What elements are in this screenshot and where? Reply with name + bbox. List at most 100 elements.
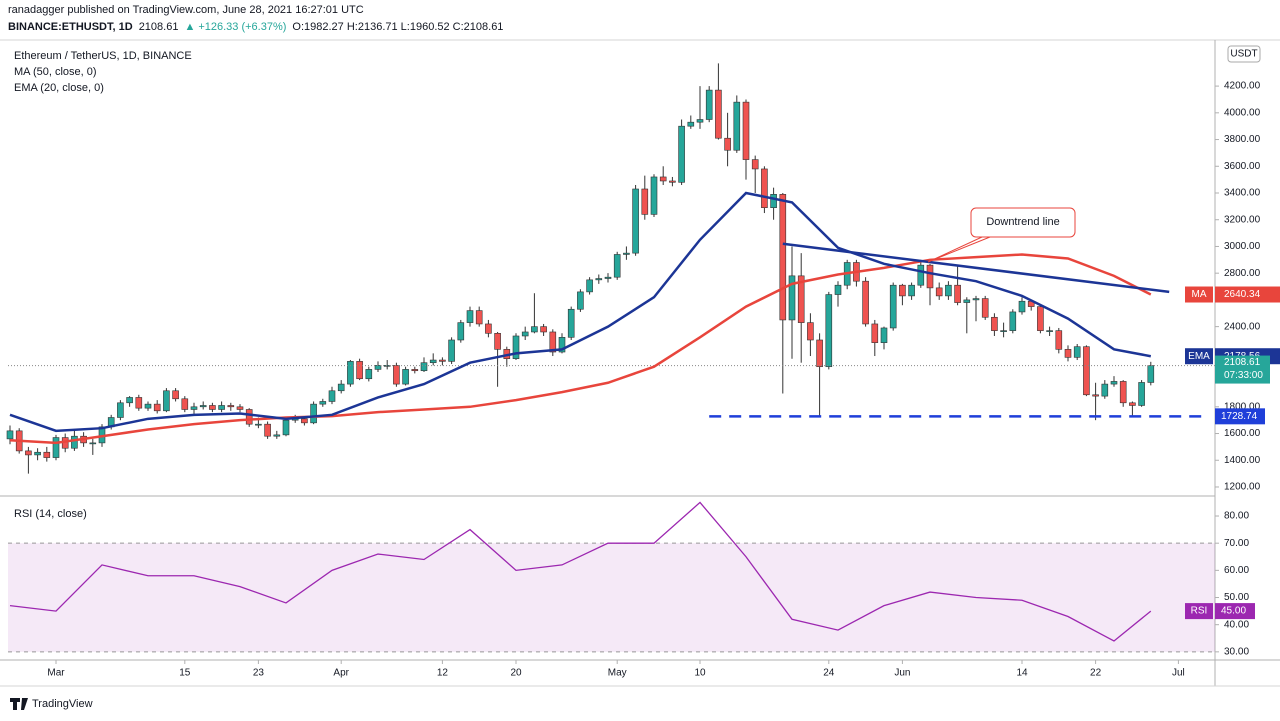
support-label: 1728.74 [1221,411,1258,422]
price-tick-label: 1400.00 [1224,455,1261,466]
candle-body [466,310,474,323]
indicator-line [9,191,1152,433]
candle-body [650,176,658,215]
value-box [1215,286,1280,303]
rsi-band [8,543,1215,652]
trendline [782,242,1170,294]
candle-body [705,89,713,120]
candle-body [383,365,391,367]
candle-body [135,397,143,409]
candle-body [1110,381,1118,385]
rsi-tick-label: 50.00 [1224,592,1249,603]
candle-body [1073,346,1081,358]
price-tick-label: 3400.00 [1224,188,1261,199]
candle-body [613,254,621,278]
price-tick-label: 1600.00 [1224,428,1261,439]
arrow: ▲ [184,21,195,33]
candle-body [871,323,879,343]
candle-body [255,423,262,426]
candle-body [153,403,161,412]
candle-body [1101,383,1109,397]
candle-body [301,418,308,424]
candle-body [1018,300,1026,313]
price-tick-label: 3600.00 [1224,161,1261,172]
candle-body [1064,349,1072,358]
time-tick-label: 20 [510,668,522,679]
tag: EMA [1188,351,1210,362]
candle-body [181,398,189,410]
time-tick-label: May [608,668,627,679]
candle-body [25,450,32,456]
candle-body [641,188,649,215]
candle-body [264,423,271,437]
indicator-line [9,253,1152,445]
rsi-tick-label: 40.00 [1224,619,1249,630]
candle-body [917,264,925,286]
legend-ema: EMA (20, close, 0) [14,82,104,94]
candle-body [310,403,317,424]
change: +126.33 (+6.37%) [198,21,286,33]
candle-body [981,298,989,318]
candle-body [678,125,685,183]
candle-body [825,294,833,368]
candle-body [1009,311,1017,331]
candle-body [531,326,538,333]
candle-body [1000,330,1007,332]
price-tick-label: 1200.00 [1224,482,1261,493]
candle-body [6,430,14,440]
candle-body [89,442,97,445]
candle-body [908,284,915,297]
price-tick-label: 2800.00 [1224,268,1261,279]
time-tick-label: Jun [894,668,910,679]
countdown: 07:33:00 [1224,370,1263,381]
candle-body [163,390,170,412]
candle-body [567,308,575,338]
candle-body [457,322,465,341]
candle-body [319,401,327,405]
rsi-tick-label: 30.00 [1224,646,1249,657]
candle-body [659,176,667,182]
time-tick-label: 22 [1090,668,1102,679]
tag-box [1185,286,1213,303]
candle-body [807,322,814,341]
time-tick-label: 24 [823,668,835,679]
candle-body [540,326,547,333]
candle-body [595,278,603,281]
last: 2108.61 [139,21,179,33]
candle-body [623,252,630,255]
tag: RSI [1191,606,1208,617]
candle-body [1119,381,1127,404]
candle-body [797,275,805,323]
value-box [1215,408,1265,425]
price-label: 2108.61 [1224,357,1261,368]
candle-body [448,339,455,362]
time-tick-label: 23 [253,668,265,679]
candle-body [337,383,345,392]
currency-box [1227,45,1261,63]
price-box [1215,355,1270,384]
candle-body [1138,382,1145,406]
time-tick-label: 14 [1016,668,1028,679]
candle-body [577,291,584,310]
legend-ma: MA (50, close, 0) [14,66,97,78]
tag-box [1185,603,1213,620]
candle-body [512,335,520,359]
candle-body [604,276,612,279]
time-tick-label: Apr [333,668,349,679]
rsi-tick-label: 70.00 [1224,538,1249,549]
candle-body [816,339,823,368]
value-label: 2640.34 [1224,289,1261,300]
candle-body [972,298,980,301]
brand[interactable]: TradingView [32,698,93,710]
candle-body [1129,402,1136,406]
candle-body [724,137,731,151]
candle-body [761,168,768,208]
symbol: BINANCE:ETHUSDT, 1D [8,21,133,33]
plot [6,63,1215,653]
candle-body [356,361,363,380]
candle-body [926,264,934,289]
candle-body [899,284,906,297]
candle-body [273,434,281,437]
candle-body [834,284,842,295]
